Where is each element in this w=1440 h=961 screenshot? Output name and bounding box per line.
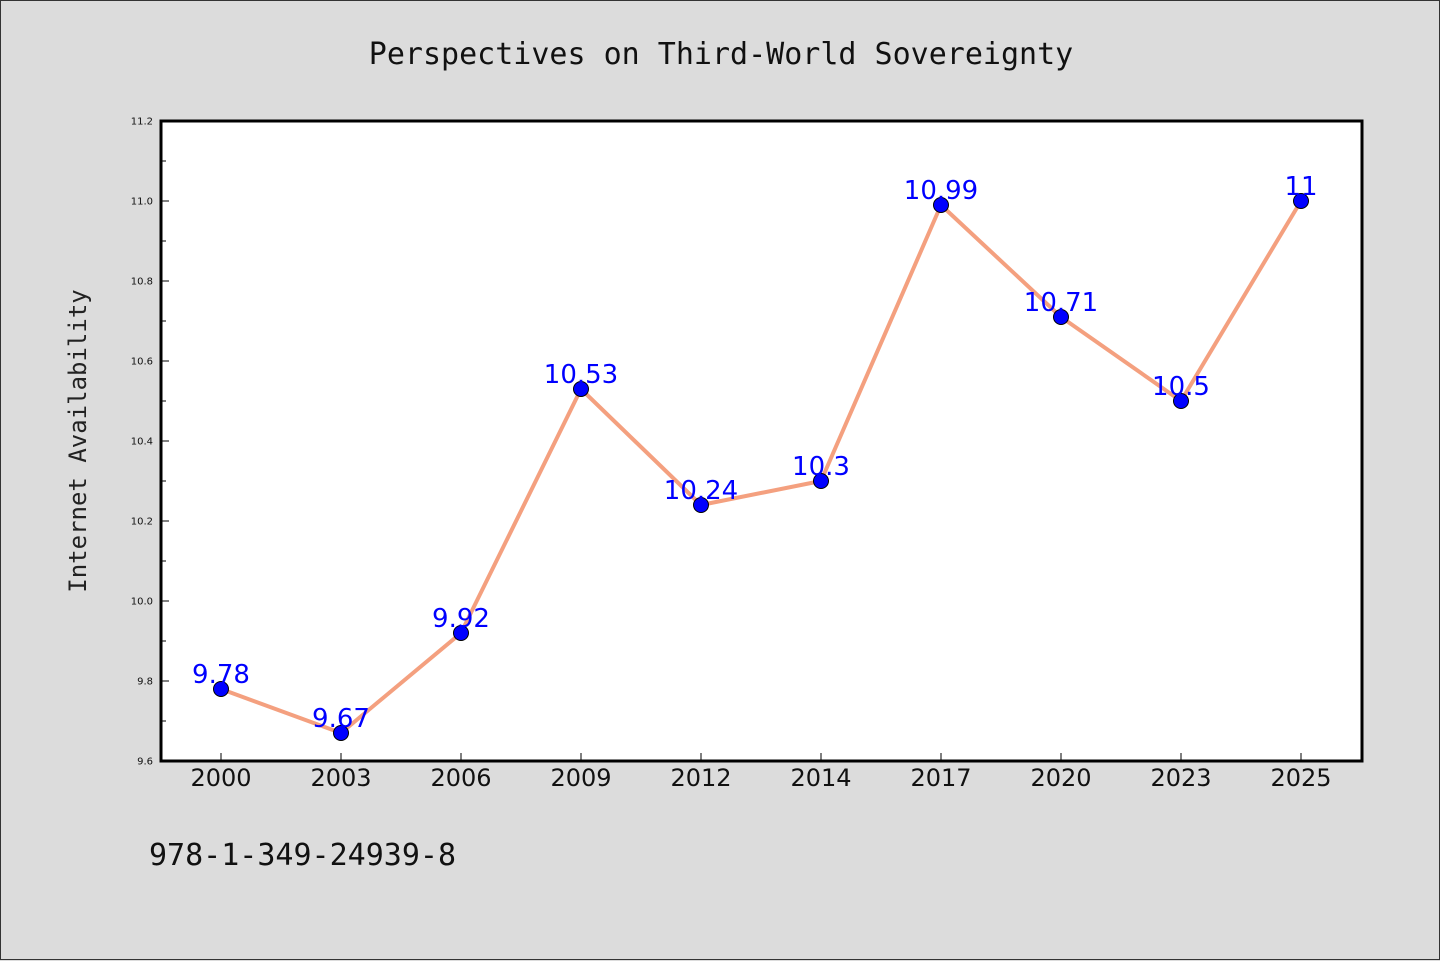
- x-tick-label: 2009: [550, 764, 611, 792]
- y-tick-label: 10.6: [131, 357, 153, 368]
- data-label: 10.53: [544, 360, 618, 390]
- data-point: [453, 625, 469, 641]
- x-tick-label: 2023: [1150, 764, 1211, 792]
- data-point: [213, 681, 229, 697]
- data-label: 11: [1284, 172, 1317, 202]
- y-tick-label: 10.4: [131, 437, 153, 448]
- data-point: [573, 381, 589, 397]
- data-point: [693, 497, 709, 513]
- data-point: [333, 725, 349, 741]
- data-label: 10.5: [1152, 372, 1210, 402]
- data-label: 10.3: [792, 452, 850, 482]
- data-point: [813, 473, 829, 489]
- data-label: 9.67: [312, 704, 370, 734]
- footnote-isbn: 978-1-349-24939-8: [149, 838, 456, 873]
- y-tick-label: 9.6: [137, 757, 153, 768]
- x-tick-label: 2025: [1270, 764, 1331, 792]
- data-series: 9.78 9.67 9.92 10.53 10.24 10.3 10.99 10.71 10.5…: [192, 172, 1318, 741]
- x-tick-label: 2012: [670, 764, 731, 792]
- data-point: [1053, 309, 1069, 325]
- data-label: 10.99: [904, 176, 978, 206]
- y-tick-label: 9.8: [137, 677, 153, 688]
- data-point: [933, 197, 949, 213]
- x-tick-label: 2020: [1030, 764, 1091, 792]
- plot-border: [159, 119, 1364, 763]
- series-line: [219, 199, 1303, 735]
- y-tick-label: 11.0: [131, 197, 153, 208]
- data-label: 10.71: [1024, 288, 1098, 318]
- y-tick-label: 10.0: [131, 597, 153, 608]
- y-axis-label: Internet Availability: [64, 289, 92, 592]
- x-tick-label: 2014: [790, 764, 851, 792]
- x-tick-label: 2000: [190, 764, 251, 792]
- x-tick-label: 2017: [910, 764, 971, 792]
- y-tick-label: 11.2: [131, 117, 153, 128]
- y-tick-label: 10.2: [131, 517, 153, 528]
- data-label: 10.24: [664, 476, 738, 506]
- data-label: 9.78: [192, 660, 250, 690]
- plot-area: [161, 121, 1362, 761]
- chart-title: Perspectives on Third-World Sovereignty: [369, 37, 1073, 72]
- x-tick-label: 2003: [310, 764, 371, 792]
- x-tick-label: 2006: [430, 764, 491, 792]
- data-point: [1173, 393, 1189, 409]
- y-tick-label: 10.8: [131, 277, 153, 288]
- axis-ticks: 9.6 9.8 10.0 10.2 10.4 10.6 10.8 11.0 11.2 2000 20…: [131, 117, 1332, 793]
- data-label: 9.92: [432, 604, 490, 634]
- data-point: [1293, 193, 1309, 209]
